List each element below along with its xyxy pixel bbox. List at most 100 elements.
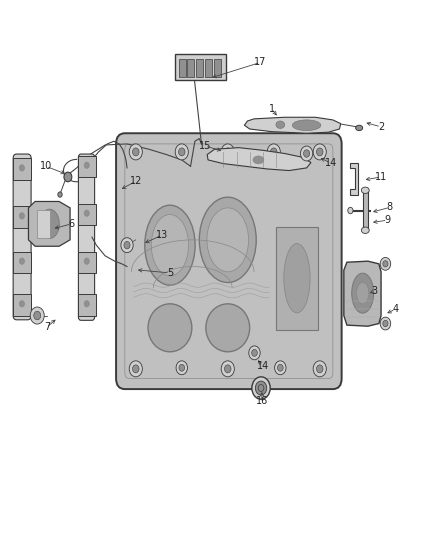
Ellipse shape [276, 121, 285, 128]
Ellipse shape [145, 205, 195, 285]
Ellipse shape [84, 162, 89, 168]
Ellipse shape [348, 207, 353, 214]
Text: 7: 7 [44, 322, 50, 332]
Bar [175, 54, 226, 80]
Polygon shape [28, 201, 70, 246]
Ellipse shape [380, 257, 391, 270]
Ellipse shape [152, 215, 189, 276]
Text: 8: 8 [387, 203, 393, 212]
Ellipse shape [313, 144, 326, 160]
Polygon shape [344, 261, 381, 326]
Ellipse shape [352, 273, 374, 313]
Ellipse shape [275, 361, 286, 375]
Ellipse shape [148, 304, 192, 352]
Ellipse shape [199, 197, 256, 282]
Text: 1: 1 [268, 104, 275, 114]
Bar [179, 59, 186, 77]
Text: 6: 6 [68, 219, 74, 229]
Text: 14: 14 [325, 158, 337, 168]
Ellipse shape [284, 244, 310, 313]
Polygon shape [350, 163, 358, 195]
Text: 13: 13 [156, 230, 168, 240]
Text: 12: 12 [130, 176, 142, 186]
FancyBboxPatch shape [13, 154, 31, 320]
Ellipse shape [278, 365, 283, 371]
FancyBboxPatch shape [116, 133, 342, 389]
Ellipse shape [178, 148, 185, 156]
Ellipse shape [292, 120, 321, 131]
Ellipse shape [221, 144, 234, 160]
Ellipse shape [179, 365, 184, 371]
Ellipse shape [58, 192, 62, 197]
Text: 17: 17 [254, 58, 267, 67]
Text: 11: 11 [375, 172, 387, 182]
Bar [196, 59, 203, 77]
Ellipse shape [225, 148, 231, 156]
Bar [37, 210, 50, 238]
Ellipse shape [175, 144, 188, 160]
Text: 2: 2 [378, 122, 384, 132]
Ellipse shape [251, 350, 258, 356]
Ellipse shape [316, 148, 323, 156]
Ellipse shape [206, 304, 250, 352]
Polygon shape [207, 148, 311, 171]
Bar [205, 59, 212, 77]
Ellipse shape [357, 282, 369, 304]
Ellipse shape [270, 148, 277, 156]
Bar [187, 59, 194, 77]
Ellipse shape [249, 346, 260, 360]
Ellipse shape [64, 172, 72, 182]
Bar [13, 158, 31, 180]
Text: 9: 9 [385, 215, 391, 225]
Text: 16: 16 [256, 397, 268, 406]
Ellipse shape [356, 125, 363, 131]
Ellipse shape [19, 165, 25, 171]
Ellipse shape [124, 241, 130, 249]
Ellipse shape [221, 361, 234, 377]
Ellipse shape [19, 258, 25, 264]
Ellipse shape [19, 301, 25, 307]
Ellipse shape [225, 365, 231, 373]
Bar [78, 204, 96, 225]
FancyBboxPatch shape [78, 154, 95, 320]
Bar [78, 252, 96, 273]
Ellipse shape [313, 361, 326, 377]
Ellipse shape [84, 258, 89, 264]
Ellipse shape [255, 381, 267, 395]
Text: 3: 3 [371, 286, 378, 296]
Ellipse shape [176, 361, 187, 375]
Bar [363, 190, 368, 230]
Ellipse shape [84, 301, 89, 307]
Bar [13, 294, 31, 316]
Ellipse shape [252, 377, 270, 399]
Text: 5: 5 [167, 268, 173, 278]
Ellipse shape [361, 227, 369, 233]
Ellipse shape [207, 208, 249, 272]
Bar [13, 252, 31, 273]
Ellipse shape [300, 146, 313, 161]
Bar [276, 227, 318, 330]
Ellipse shape [30, 307, 44, 324]
Ellipse shape [380, 317, 391, 330]
Bar [13, 206, 31, 228]
Ellipse shape [39, 209, 60, 239]
Ellipse shape [253, 156, 264, 164]
Ellipse shape [129, 361, 142, 377]
Text: 4: 4 [392, 304, 399, 314]
Bar [78, 294, 96, 316]
Ellipse shape [304, 150, 310, 157]
Ellipse shape [258, 385, 264, 391]
Ellipse shape [84, 210, 89, 216]
Ellipse shape [132, 365, 139, 373]
Text: 14: 14 [257, 361, 269, 370]
Ellipse shape [361, 187, 369, 193]
Ellipse shape [383, 261, 388, 267]
Ellipse shape [19, 213, 25, 219]
Text: 15: 15 [199, 141, 211, 151]
Ellipse shape [316, 365, 323, 373]
Ellipse shape [383, 320, 388, 327]
Ellipse shape [121, 238, 133, 253]
Ellipse shape [129, 144, 142, 160]
Text: 10: 10 [40, 161, 52, 171]
Ellipse shape [267, 144, 280, 160]
